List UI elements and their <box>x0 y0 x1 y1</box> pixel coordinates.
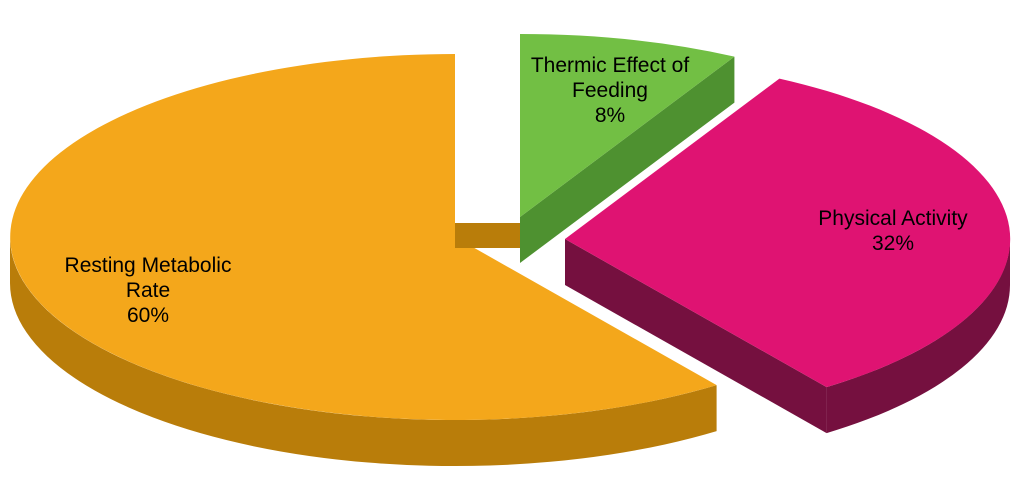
slice-label-thermic-effect-of-feeding: Thermic Effect of Feeding 8% <box>531 54 689 127</box>
pie-slice-thermic-effect-of-feeding <box>520 33 735 263</box>
slice-edge-wall <box>520 56 735 263</box>
slice-edge-wall <box>565 239 827 434</box>
slice-inner-wall <box>455 223 521 248</box>
pie-slice-resting-metabolic-rate <box>9 54 717 467</box>
slice-label-physical-activity: Physical Activity 32% <box>818 207 968 255</box>
slice-rim-wall <box>9 237 717 467</box>
slice-top <box>10 54 717 420</box>
pie-slice-physical-activity <box>565 78 1011 434</box>
slice-top <box>565 78 1011 388</box>
slice-label-resting-metabolic-rate: Resting Metabolic Rate 60% <box>65 254 232 327</box>
slice-top <box>520 33 735 217</box>
slice-rim-wall <box>826 239 1011 434</box>
